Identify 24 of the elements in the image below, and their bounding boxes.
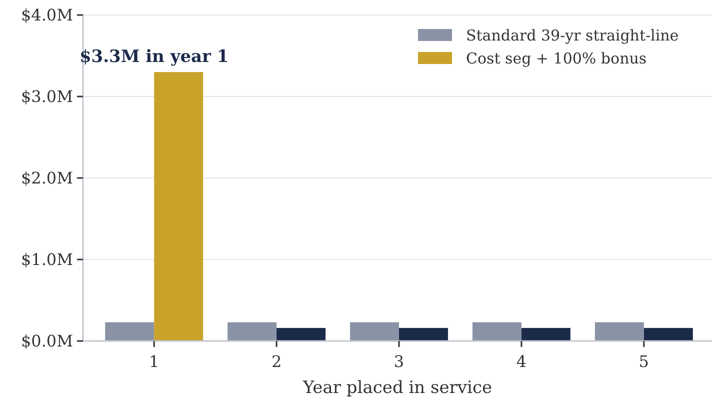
bar: [276, 328, 326, 341]
x-tick-label: 2: [271, 352, 282, 371]
x-tick-label: 5: [638, 352, 649, 371]
legend-label: Cost seg + 100% bonus: [466, 49, 647, 68]
bar: [228, 322, 277, 341]
y-tick-label: $4.0M: [20, 6, 73, 25]
bar: [154, 72, 204, 341]
bar: [350, 322, 399, 341]
x-tick-label: 1: [149, 352, 160, 371]
x-tick-label: 4: [516, 352, 527, 371]
bar: [399, 328, 448, 341]
y-tick-label: $2.0M: [20, 168, 73, 188]
bar: [594, 322, 644, 341]
bar: [644, 328, 693, 341]
y-tick-label: $1.0M: [20, 250, 73, 270]
bar: [472, 322, 522, 341]
bar: [105, 322, 154, 341]
x-axis-title: Year placed in service: [302, 378, 492, 398]
y-tick-label: $3.0M: [20, 87, 73, 106]
y-tick-label: $0.0M: [20, 332, 73, 351]
annotation: $3.3M in year 1: [79, 47, 229, 68]
bar: [521, 328, 570, 341]
x-tick-label: 3: [394, 352, 404, 371]
legend-label: Standard 39-yr straight-line: [466, 26, 679, 44]
